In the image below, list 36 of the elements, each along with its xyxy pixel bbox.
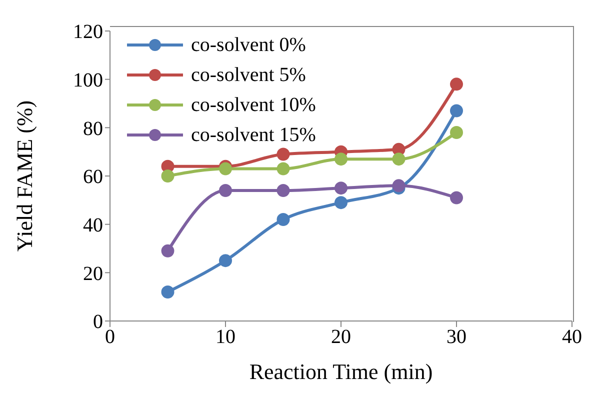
- point: [450, 191, 463, 204]
- y-tick-label: 0: [93, 311, 103, 334]
- point: [219, 184, 232, 197]
- x-tick-label: 40: [562, 326, 582, 348]
- y-tick-label: 100: [73, 69, 103, 92]
- point: [450, 78, 463, 91]
- legend-label: co-solvent 0%: [191, 33, 306, 58]
- legend-label: co-solvent 10%: [191, 93, 316, 118]
- point: [276, 184, 290, 197]
- point: [161, 244, 174, 258]
- y-tick-label: 20: [83, 262, 103, 285]
- point: [392, 179, 406, 192]
- point: [161, 170, 174, 182]
- point: [276, 148, 290, 161]
- point: [450, 126, 463, 139]
- point: [161, 286, 174, 298]
- x-tick-label: 30: [446, 326, 466, 348]
- point: [392, 152, 406, 166]
- x-axis-title: Reaction Time (min): [249, 359, 433, 384]
- point: [450, 104, 463, 118]
- point: [334, 182, 348, 195]
- x-tick-label: 10: [216, 326, 236, 348]
- point: [276, 162, 290, 176]
- point: [219, 162, 232, 176]
- point: [334, 196, 348, 210]
- legend-label: co-solvent 15%: [191, 123, 316, 148]
- y-tick-label: 120: [73, 21, 103, 44]
- point: [219, 254, 232, 268]
- point: [276, 213, 290, 226]
- point: [334, 152, 348, 166]
- legend-label: co-solvent 5%: [191, 63, 306, 88]
- y-tick-label: 60: [83, 166, 103, 188]
- y-axis-title: Yield FAME (%): [12, 100, 37, 252]
- y-tick-label: 40: [83, 214, 103, 236]
- y-tick-label: 80: [83, 118, 103, 140]
- x-tick-label: 20: [331, 326, 351, 348]
